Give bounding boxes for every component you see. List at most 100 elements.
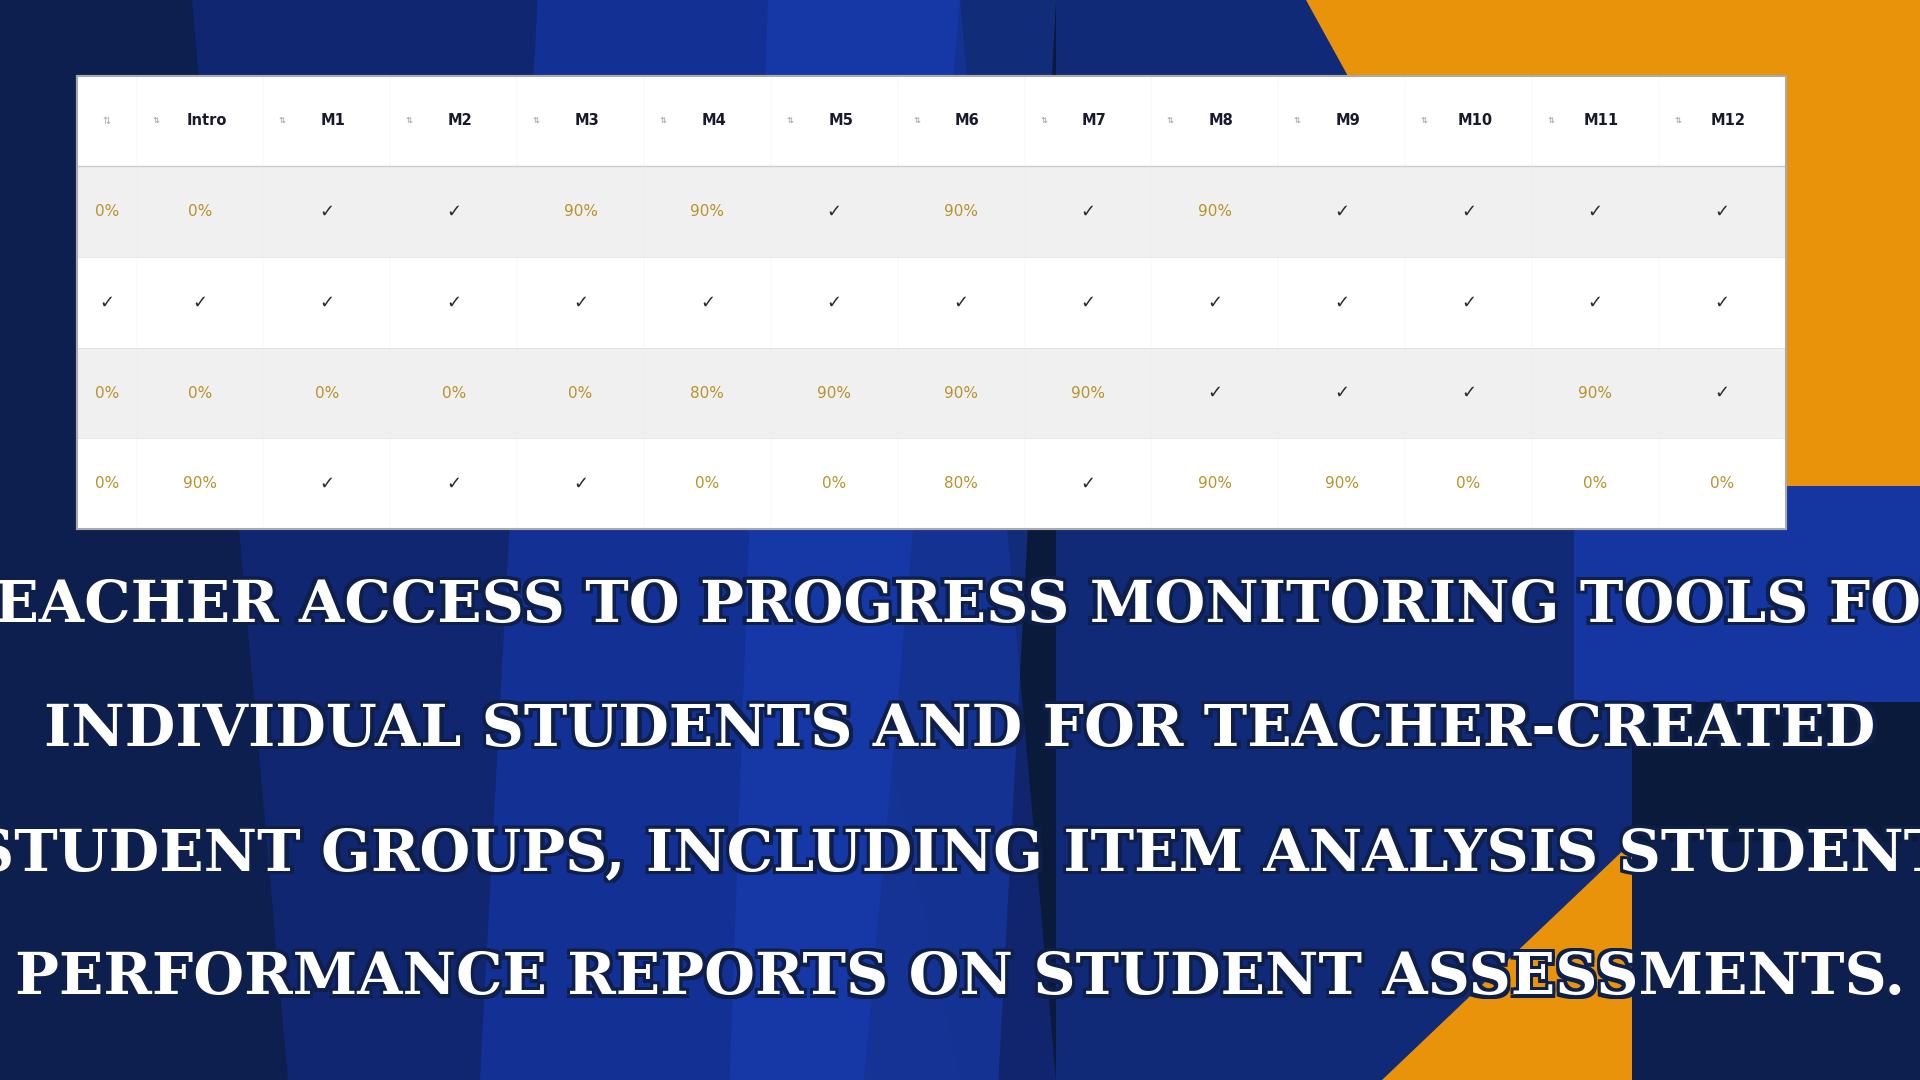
- Text: TEACHER ACCESS TO PROGRESS MONITORING TOOLS FOR: TEACHER ACCESS TO PROGRESS MONITORING TO…: [0, 575, 1920, 631]
- Text: INDIVIDUAL STUDENTS AND FOR TEACHER-CREATED: INDIVIDUAL STUDENTS AND FOR TEACHER-CREA…: [48, 702, 1880, 758]
- Text: 90%: 90%: [818, 386, 851, 401]
- Text: 0%: 0%: [1584, 476, 1607, 491]
- Text: ⇅: ⇅: [278, 117, 286, 125]
- Text: ⇅: ⇅: [532, 117, 540, 125]
- Text: ✓: ✓: [445, 294, 461, 311]
- Text: ✓: ✓: [1588, 203, 1603, 220]
- Text: M10: M10: [1457, 113, 1492, 129]
- Text: ✓: ✓: [445, 475, 461, 492]
- Text: ✓: ✓: [1461, 203, 1476, 220]
- Text: STUDENT GROUPS, INCLUDING ITEM ANALYSIS STUDENT: STUDENT GROUPS, INCLUDING ITEM ANALYSIS …: [0, 829, 1920, 886]
- Text: TEACHER ACCESS TO PROGRESS MONITORING TOOLS FOR: TEACHER ACCESS TO PROGRESS MONITORING TO…: [0, 581, 1920, 637]
- Text: STUDENT GROUPS, INCLUDING ITEM ANALYSIS STUDENT: STUDENT GROUPS, INCLUDING ITEM ANALYSIS …: [0, 823, 1920, 879]
- Text: STUDENT GROUPS, INCLUDING ITEM ANALYSIS STUDENT: STUDENT GROUPS, INCLUDING ITEM ANALYSIS …: [0, 826, 1920, 882]
- Text: ✓: ✓: [1715, 294, 1730, 311]
- Text: ✓: ✓: [319, 294, 334, 311]
- Text: M5: M5: [828, 113, 852, 129]
- Text: 0%: 0%: [94, 476, 119, 491]
- Text: ⇅: ⇅: [1167, 117, 1173, 125]
- Text: TEACHER ACCESS TO PROGRESS MONITORING TOOLS FOR: TEACHER ACCESS TO PROGRESS MONITORING TO…: [0, 575, 1920, 631]
- Text: STUDENT GROUPS, INCLUDING ITEM ANALYSIS STUDENT: STUDENT GROUPS, INCLUDING ITEM ANALYSIS …: [0, 823, 1920, 879]
- Text: M9: M9: [1336, 113, 1361, 129]
- Text: PERFORMANCE REPORTS ON STUDENT ASSESSMENTS.: PERFORMANCE REPORTS ON STUDENT ASSESSMEN…: [19, 950, 1908, 1007]
- Text: PERFORMANCE REPORTS ON STUDENT ASSESSMENTS.: PERFORMANCE REPORTS ON STUDENT ASSESSMEN…: [19, 947, 1908, 1003]
- Text: TEACHER ACCESS TO PROGRESS MONITORING TOOLS FOR: TEACHER ACCESS TO PROGRESS MONITORING TO…: [0, 581, 1920, 637]
- Text: TEACHER ACCESS TO PROGRESS MONITORING TOOLS FOR: TEACHER ACCESS TO PROGRESS MONITORING TO…: [0, 581, 1920, 637]
- Text: 80%: 80%: [945, 476, 977, 491]
- Text: M1: M1: [321, 113, 346, 129]
- Text: ✓: ✓: [954, 294, 970, 311]
- Text: 0%: 0%: [94, 386, 119, 401]
- Text: 90%: 90%: [691, 204, 724, 219]
- Text: ✓: ✓: [1715, 203, 1730, 220]
- Text: TEACHER ACCESS TO PROGRESS MONITORING TOOLS FOR: TEACHER ACCESS TO PROGRESS MONITORING TO…: [0, 578, 1920, 634]
- Text: PERFORMANCE REPORTS ON STUDENT ASSESSMENTS.: PERFORMANCE REPORTS ON STUDENT ASSESSMEN…: [15, 954, 1905, 1010]
- Text: 90%: 90%: [1198, 204, 1233, 219]
- Text: ✓: ✓: [572, 294, 588, 311]
- Text: 90%: 90%: [182, 476, 217, 491]
- Text: 90%: 90%: [1071, 386, 1104, 401]
- Text: ✓: ✓: [100, 294, 115, 311]
- Polygon shape: [730, 0, 1056, 1080]
- Text: ✓: ✓: [1081, 294, 1096, 311]
- Text: INDIVIDUAL STUDENTS AND FOR TEACHER-CREATED: INDIVIDUAL STUDENTS AND FOR TEACHER-CREA…: [44, 702, 1876, 758]
- Text: ✓: ✓: [701, 294, 714, 311]
- FancyBboxPatch shape: [77, 348, 1786, 438]
- Text: PERFORMANCE REPORTS ON STUDENT ASSESSMENTS.: PERFORMANCE REPORTS ON STUDENT ASSESSMEN…: [12, 950, 1901, 1007]
- Text: STUDENT GROUPS, INCLUDING ITEM ANALYSIS STUDENT: STUDENT GROUPS, INCLUDING ITEM ANALYSIS …: [0, 829, 1920, 886]
- FancyBboxPatch shape: [77, 257, 1786, 348]
- Text: ⇅: ⇅: [659, 117, 666, 125]
- Text: STUDENT GROUPS, INCLUDING ITEM ANALYSIS STUDENT: STUDENT GROUPS, INCLUDING ITEM ANALYSIS …: [0, 826, 1920, 882]
- Text: ✓: ✓: [1334, 203, 1350, 220]
- Text: 0%: 0%: [695, 476, 720, 491]
- FancyBboxPatch shape: [77, 166, 1786, 257]
- Text: 90%: 90%: [564, 204, 597, 219]
- FancyBboxPatch shape: [77, 438, 1786, 529]
- Text: M4: M4: [701, 113, 726, 129]
- Text: ⇅: ⇅: [1294, 117, 1300, 125]
- Text: 80%: 80%: [691, 386, 724, 401]
- Text: 0%: 0%: [1457, 476, 1480, 491]
- Text: INDIVIDUAL STUDENTS AND FOR TEACHER-CREATED: INDIVIDUAL STUDENTS AND FOR TEACHER-CREA…: [48, 705, 1880, 761]
- Text: M3: M3: [574, 113, 599, 129]
- Text: ✓: ✓: [445, 203, 461, 220]
- Text: INDIVIDUAL STUDENTS AND FOR TEACHER-CREATED: INDIVIDUAL STUDENTS AND FOR TEACHER-CREA…: [40, 705, 1872, 761]
- Text: M6: M6: [954, 113, 979, 129]
- Polygon shape: [480, 0, 960, 1080]
- Text: M12: M12: [1711, 113, 1745, 129]
- Text: 0%: 0%: [188, 386, 211, 401]
- Text: M7: M7: [1081, 113, 1106, 129]
- Text: ✓: ✓: [828, 294, 841, 311]
- Polygon shape: [0, 0, 960, 1080]
- Text: INDIVIDUAL STUDENTS AND FOR TEACHER-CREATED: INDIVIDUAL STUDENTS AND FOR TEACHER-CREA…: [44, 699, 1876, 755]
- Text: STUDENT GROUPS, INCLUDING ITEM ANALYSIS STUDENT: STUDENT GROUPS, INCLUDING ITEM ANALYSIS …: [0, 826, 1920, 882]
- Text: M2: M2: [447, 113, 472, 129]
- Text: ✓: ✓: [1715, 384, 1730, 402]
- Text: ✓: ✓: [319, 475, 334, 492]
- Text: ✓: ✓: [1334, 384, 1350, 402]
- Text: PERFORMANCE REPORTS ON STUDENT ASSESSMENTS.: PERFORMANCE REPORTS ON STUDENT ASSESSMEN…: [19, 954, 1908, 1010]
- Text: 0%: 0%: [1711, 476, 1734, 491]
- Text: PERFORMANCE REPORTS ON STUDENT ASSESSMENTS.: PERFORMANCE REPORTS ON STUDENT ASSESSMEN…: [15, 950, 1905, 1007]
- Polygon shape: [1056, 0, 1632, 1080]
- Text: 90%: 90%: [1578, 386, 1613, 401]
- Text: 0%: 0%: [822, 476, 847, 491]
- Text: ✓: ✓: [1588, 294, 1603, 311]
- Text: ⇅: ⇅: [152, 117, 159, 125]
- Polygon shape: [1632, 842, 1920, 1080]
- Polygon shape: [1574, 486, 1920, 702]
- Text: M8: M8: [1210, 113, 1233, 129]
- Text: PERFORMANCE REPORTS ON STUDENT ASSESSMENTS.: PERFORMANCE REPORTS ON STUDENT ASSESSMEN…: [15, 947, 1905, 1003]
- Text: ✓: ✓: [828, 203, 841, 220]
- Text: ⇅: ⇅: [102, 116, 111, 126]
- Text: 0%: 0%: [442, 386, 467, 401]
- Text: 0%: 0%: [568, 386, 593, 401]
- Text: ✓: ✓: [1334, 294, 1350, 311]
- Text: ⇅: ⇅: [405, 117, 413, 125]
- Text: PERFORMANCE REPORTS ON STUDENT ASSESSMENTS.: PERFORMANCE REPORTS ON STUDENT ASSESSMEN…: [12, 954, 1901, 1010]
- Text: INDIVIDUAL STUDENTS AND FOR TEACHER-CREATED: INDIVIDUAL STUDENTS AND FOR TEACHER-CREA…: [40, 699, 1872, 755]
- Text: ⇅: ⇅: [1041, 117, 1046, 125]
- Text: 90%: 90%: [945, 386, 977, 401]
- FancyBboxPatch shape: [77, 76, 1786, 529]
- Text: 90%: 90%: [1325, 476, 1359, 491]
